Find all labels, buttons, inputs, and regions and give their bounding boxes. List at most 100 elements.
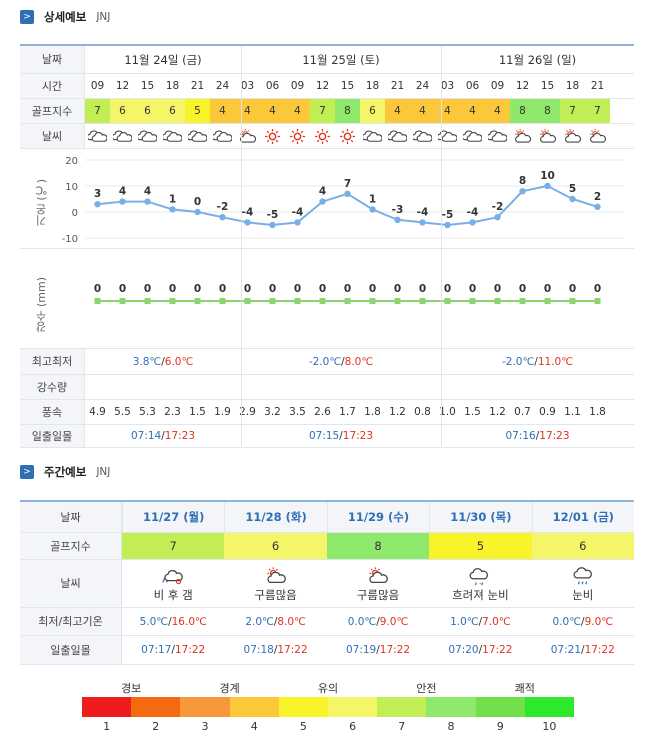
sunrise: 07:19 [345, 644, 377, 656]
temperature-data-label: -3 [392, 204, 404, 216]
sunny-icon [260, 127, 285, 156]
precipitation-point [194, 298, 201, 304]
partly-cloudy-icon [224, 565, 326, 585]
weekly-weather-cell: 구름많음 [327, 560, 429, 607]
temperature-data-label: 5 [569, 183, 576, 195]
sunrise: 07:14 [130, 430, 162, 442]
precipitation-data-label: 0 [569, 283, 576, 295]
precipitation-point [244, 298, 251, 304]
precipitation-data-label: 0 [344, 283, 351, 295]
golf-index-cell: 6 [160, 99, 185, 123]
time-cell: 09 [490, 80, 505, 92]
partly-sunny-icon [235, 127, 260, 156]
min-temp: 3.8℃ [132, 356, 162, 368]
wind-cell: 2.3 [164, 406, 181, 418]
day-1-minmax: 3.8℃/6.0℃ [132, 356, 194, 368]
wind-cell: 1.5 [464, 406, 481, 418]
cloudy-icon [485, 127, 510, 156]
temperature-point [394, 216, 401, 223]
temperature-point [344, 190, 351, 197]
temperature-point [519, 188, 526, 195]
golf-index-cell: 4 [435, 99, 460, 123]
precipitation-point [569, 298, 576, 304]
precipitation-point [294, 298, 301, 304]
weekly-sun-cell: 07:17/17:22 [141, 644, 206, 656]
weekly-weather-cell: 눈비 [532, 560, 634, 607]
legend-category-label: 경계 [219, 682, 240, 695]
precipitation-data-label: 0 [419, 283, 426, 295]
cloudy-icon [385, 127, 410, 156]
legend-level-label: 7 [398, 720, 406, 733]
sunrise: 07:16 [505, 430, 536, 442]
weekly-forecast-header: > 주간예보 JNJ [20, 464, 110, 480]
legend-category-label: 쾌적 [514, 682, 535, 695]
weekly-forecast-table: 날짜 11/27 (월) 11/28 (화) 11/29 (수) 11/30 (목) 1… [20, 500, 634, 665]
min-temp: 2.0℃ [245, 616, 274, 628]
weekly-weather-label: 날씨 [20, 560, 122, 607]
golf-index-cell: 7 [85, 99, 110, 123]
sleet-icon [532, 565, 634, 585]
weekly-temp-cell: 1.0℃/7.0℃ [450, 616, 511, 628]
sunset: 17:22 [584, 644, 615, 656]
max-temp: 8.0℃ [344, 356, 374, 368]
time-cell: 03 [240, 80, 255, 92]
golf-index-cell: 4 [410, 99, 435, 123]
temperature-point [319, 198, 326, 205]
golf-index-cell: 4 [385, 99, 410, 123]
temperature-point [94, 201, 101, 208]
temperature-point [269, 221, 276, 229]
legend-category-label: 유의 [317, 682, 339, 695]
minmax-row: 최고최저 3.8℃/6.0℃ -2.0℃/8.0℃ -2.0℃/11.0℃ [20, 349, 634, 375]
wind-cell: 4.9 [89, 406, 106, 418]
sunset: 17:23 [164, 430, 196, 442]
wind-cell: 3.5 [289, 406, 306, 418]
weekly-date-label: 날짜 [20, 502, 122, 532]
golf-index-cell: 6 [135, 99, 160, 123]
cloudy-icon [135, 127, 160, 156]
precipitation-data-label: 0 [269, 283, 276, 295]
time-cell: 09 [290, 80, 305, 92]
legend-color-swatch [180, 697, 230, 717]
y-tick-label: -10 [62, 234, 78, 245]
min-temp: -2.0℃ [308, 356, 342, 368]
precipitation-data-label: 0 [469, 283, 476, 295]
temperature-data-label: 8 [519, 175, 526, 187]
time-cell: 18 [565, 80, 580, 92]
precipitation-data-label: 0 [169, 283, 176, 295]
wind-cell: 3.2 [264, 406, 281, 418]
legend-level-label: 1 [103, 720, 111, 733]
time-cell: 15 [340, 80, 355, 92]
partly-cloudy-icon [327, 565, 429, 585]
weekly-sun-label: 일출일몰 [20, 636, 122, 664]
weekly-sun-cell: 07:19/17:22 [345, 644, 411, 656]
temperature-data-label: -2 [217, 201, 229, 213]
precipitation-point [319, 298, 326, 304]
max-temp: 9.0℃ [379, 616, 409, 628]
sunrise: 07:17 [141, 644, 172, 656]
max-temp: 9.0℃ [584, 616, 614, 628]
legend-color-swatch [82, 697, 132, 717]
precipitation-point [394, 298, 401, 304]
legend-level-label: 9 [496, 720, 504, 733]
partly-sunny-icon [510, 127, 535, 156]
temperature-data-label: -5 [442, 209, 454, 221]
cloudy-icon [210, 127, 235, 156]
legend-color-swatch [328, 697, 378, 717]
sunny-icon [310, 127, 335, 156]
wind-cell: 5.3 [139, 406, 156, 418]
min-temp: 5.0℃ [139, 616, 169, 628]
temperature-point [294, 219, 301, 226]
wind-cell: 1.8 [589, 406, 606, 418]
precipitation-data-label: 0 [494, 283, 501, 295]
sunrise: 07:15 [308, 430, 340, 442]
weekly-sun-cell: 07:21/17:22 [550, 644, 615, 656]
temperature-data-label: -5 [267, 209, 279, 221]
max-temp: 7.0℃ [482, 616, 511, 628]
time-cell: 12 [115, 80, 130, 92]
legend-category-label: 안전 [416, 682, 437, 695]
temperature-chart-row: 20 10 0 -10 3 4 4 1 0 -2 -4 -5 -4 4 7 1 -3 -4 -5 -4 -2 8 10 5 2 … [20, 149, 634, 249]
time-cell: 24 [215, 80, 230, 92]
time-cell: 24 [415, 80, 430, 92]
golf-index-cell: 4 [235, 99, 260, 123]
svg-text:*: * [479, 582, 482, 587]
